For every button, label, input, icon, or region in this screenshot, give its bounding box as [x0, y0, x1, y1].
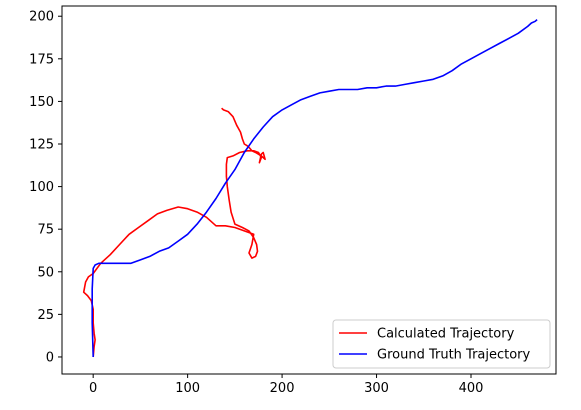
plot-frame: [61, 5, 557, 375]
y-tick-label: 175: [29, 52, 54, 67]
tick-marks: 0 100 200 300 400 0 25 50 75 100 125 150 175 200: [29, 10, 483, 396]
y-tick-label: 50: [37, 265, 54, 280]
y-tick-label: 100: [29, 180, 54, 195]
legend: Calculated Trajectory Ground Truth Trajec…: [332, 319, 551, 369]
x-tick-label: 400: [459, 381, 484, 396]
y-tick-label: 75: [37, 223, 54, 238]
x-tick-label: 200: [270, 381, 295, 396]
x-tick-label: 100: [175, 381, 200, 396]
legend-label: Calculated Trajectory: [377, 327, 515, 342]
legend-box: [332, 319, 551, 369]
y-tick-label: 200: [29, 10, 54, 25]
series-line-calculated: [82, 107, 266, 358]
x-tick-label: 300: [364, 381, 389, 396]
y-tick-label: 125: [29, 138, 54, 153]
y-tick-label: 25: [37, 308, 54, 323]
plot-area: [82, 19, 538, 358]
legend-label: Ground Truth Trajectory: [377, 348, 531, 363]
series-line-ground-truth: [91, 19, 538, 358]
y-tick-label: 150: [29, 95, 54, 110]
y-tick-label: 0: [46, 350, 54, 365]
x-tick-label: 0: [89, 381, 97, 396]
